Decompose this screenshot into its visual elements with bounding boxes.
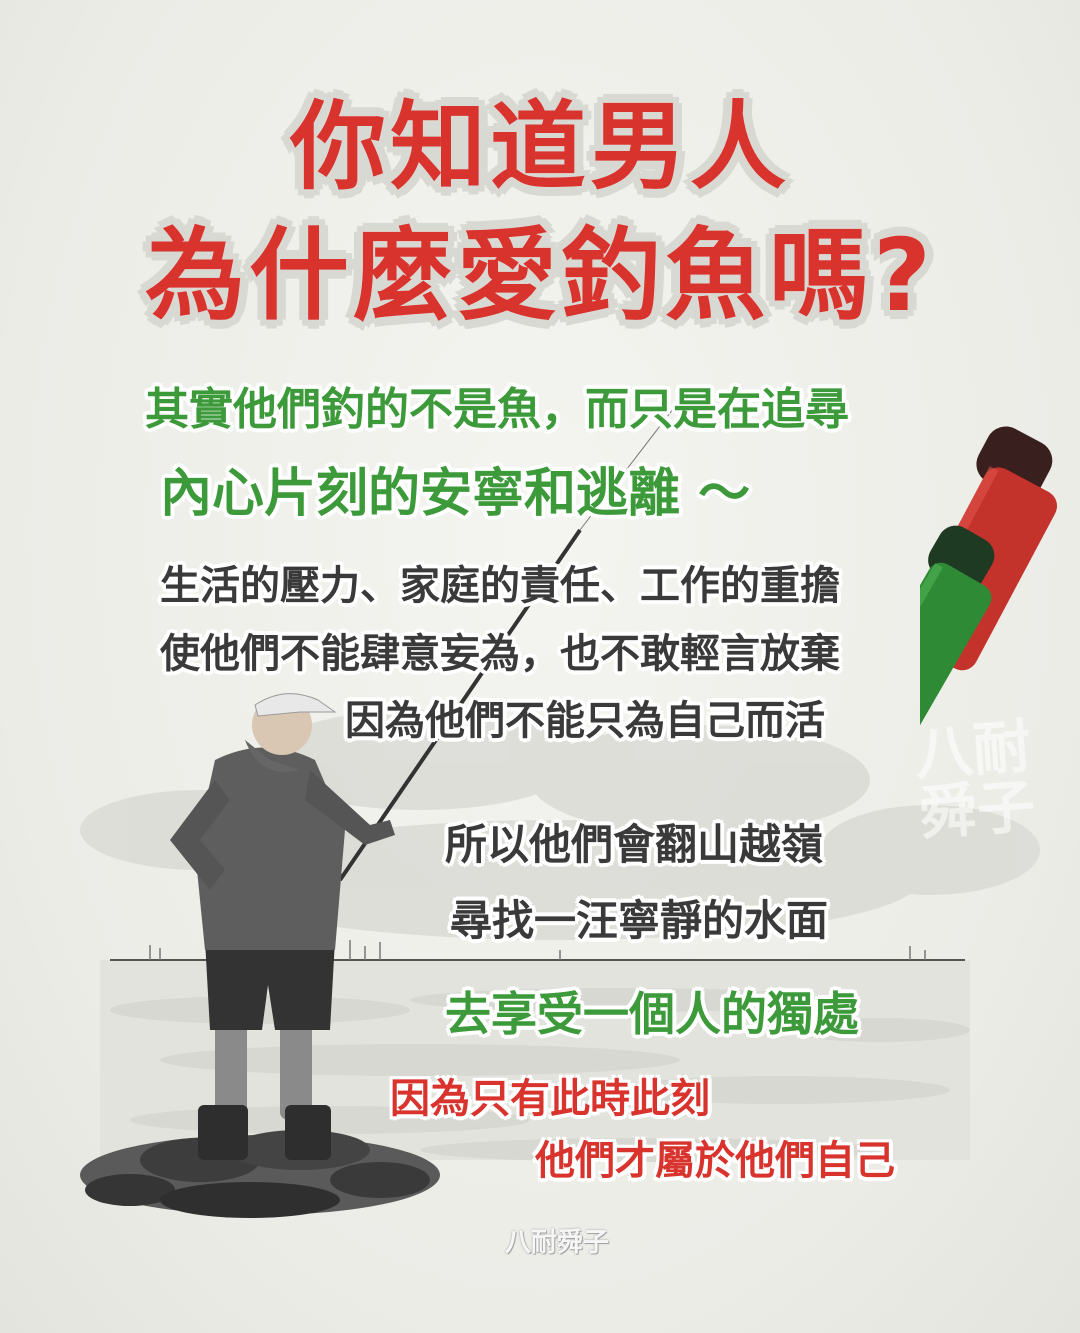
red-green-marker-icon [920,426,1058,740]
fishing-line [579,399,681,531]
title-line-1: 你知道男人 [290,91,790,203]
text-line-8: 去享受一個人的獨處 [445,987,859,1041]
corner-watermark: 八耐舜子 [912,712,1038,848]
distant-trees [149,940,926,960]
text-line-9: 因為只有此時此刻 [390,1076,710,1122]
text-line-2: 內心片刻的安寧和逃離 ～ [160,464,751,524]
text-line-4: 使他們不能肆意妄為，也不敢輕言放棄 [160,631,840,677]
text-line-6: 所以他們會翻山越嶺 [445,820,824,869]
text-line-10: 他們才屬於他們自己 [535,1138,895,1184]
fishing-rod [338,528,582,882]
bottom-watermark: 八耐舜子 [505,1228,610,1258]
title-line-2: 為什麼愛釣魚嗎? [144,217,935,334]
text-line-1: 其實他們釣的不是魚，而只是在追尋 [145,384,849,435]
fisherman-figure [170,693,395,1160]
text-line-7: 尋找一汪寧靜的水面 [450,896,829,945]
rocks [80,1130,440,1218]
text-line-5: 因為他們不能只為自己而活 [345,698,825,744]
text-line-3: 生活的壓力、家庭的責任、工作的重擔 [160,563,840,609]
